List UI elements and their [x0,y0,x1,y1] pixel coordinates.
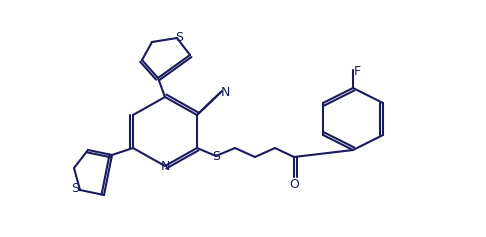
Text: N: N [160,160,170,173]
Text: S: S [212,150,220,163]
Text: S: S [175,31,183,44]
Text: N: N [220,86,230,99]
Text: S: S [71,182,79,196]
Text: O: O [289,178,299,191]
Text: F: F [353,64,361,77]
